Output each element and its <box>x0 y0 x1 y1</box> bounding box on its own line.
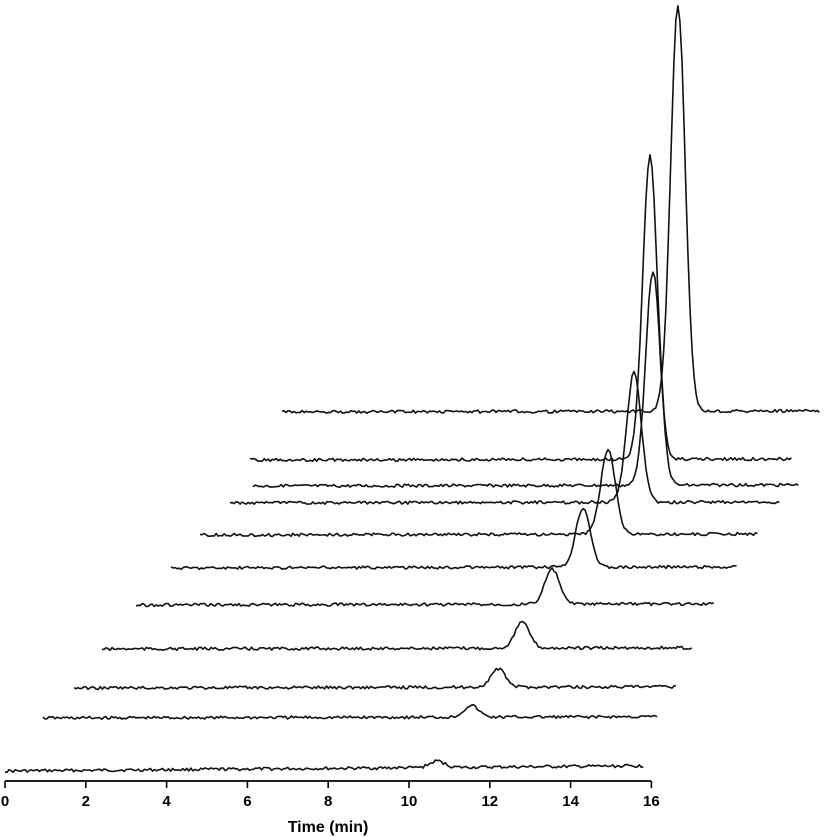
x-tick-label: 12 <box>481 793 498 810</box>
x-axis-title: Time (min) <box>288 819 369 836</box>
traces-group <box>5 5 820 773</box>
series-line <box>170 507 737 571</box>
x-tick-label: 10 <box>401 793 418 810</box>
x-ticks-group: 0 2 4 6 8 10 12 14 16 <box>1 781 660 810</box>
series-line <box>249 154 792 463</box>
series-line <box>42 703 658 721</box>
series-line <box>5 759 644 773</box>
series-line <box>135 567 715 608</box>
series-line <box>229 370 780 505</box>
series-line <box>199 448 758 538</box>
series-line <box>101 620 693 652</box>
x-tick-label: 14 <box>562 793 579 810</box>
series-line <box>281 5 820 415</box>
series-line <box>73 667 677 691</box>
series-line <box>252 271 799 488</box>
x-tick-label: 6 <box>243 793 251 810</box>
x-tick-label: 4 <box>162 793 171 810</box>
x-tick-label: 2 <box>82 793 90 810</box>
x-tick-label: 16 <box>643 793 660 810</box>
x-tick-label: 0 <box>1 793 9 810</box>
x-tick-label: 8 <box>324 793 332 810</box>
